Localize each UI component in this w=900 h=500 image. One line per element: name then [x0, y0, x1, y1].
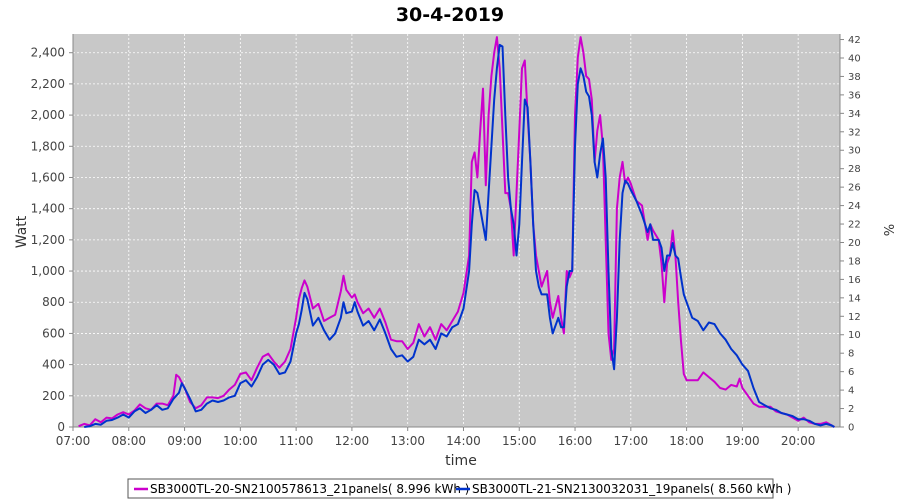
y-tick-label: 2,000: [31, 108, 65, 122]
y2-tick-label: 0: [848, 423, 854, 434]
y2-tick-label: 14: [848, 293, 861, 304]
x-tick-label: 16:00: [558, 434, 593, 448]
y2-tick-label: 40: [848, 53, 861, 64]
y-tick-label: 400: [42, 358, 65, 372]
x-tick-label: 15:00: [502, 434, 537, 448]
legend-label-2: SB3000TL-21-SN2130032031_19panels( 8.560…: [472, 482, 791, 496]
y2-tick-label: 36: [848, 90, 861, 101]
y2-tick-label: 16: [848, 275, 861, 286]
x-tick-label: 17:00: [614, 434, 649, 448]
y-axis-label: Watt: [14, 215, 30, 248]
y2-tick-label: 20: [848, 238, 861, 249]
y2-tick-label: 30: [848, 146, 861, 157]
x-tick-label: 19:00: [725, 434, 760, 448]
y2-tick-label: 10: [848, 330, 861, 341]
legend-label-1: SB3000TL-20-SN2100578613_21panels( 8.996…: [150, 482, 469, 496]
y-tick-label: 1,200: [31, 233, 65, 247]
y-tick-label: 0: [57, 420, 65, 434]
y-tick-label: 2,200: [31, 77, 65, 91]
x-axis-label: time: [445, 453, 477, 469]
y-tick-label: 1,000: [31, 264, 65, 278]
x-tick-label: 10:00: [223, 434, 258, 448]
y2-axis-label: %: [880, 224, 895, 236]
y-tick-label: 800: [42, 295, 65, 309]
y2-tick-label: 42: [848, 35, 861, 46]
x-tick-label: 18:00: [669, 434, 704, 448]
y2-tick-label: 28: [848, 164, 861, 175]
y2-tick-label: 38: [848, 72, 861, 83]
y2-tick-label: 4: [848, 386, 854, 397]
y2-tick-label: 12: [848, 312, 861, 323]
y-tick-label: 200: [42, 389, 65, 403]
axes: 02004006008001,0001,2001,4001,6001,8002,…: [31, 34, 861, 448]
chart-title: 30-4-2019: [396, 4, 504, 26]
legend: SB3000TL-20-SN2100578613_21panels( 8.996…: [127, 478, 791, 499]
x-tick-label: 12:00: [335, 434, 370, 448]
y2-tick-label: 22: [848, 220, 861, 231]
plot-area: [73, 34, 840, 427]
series-line-2: [84, 43, 835, 428]
y-tick-label: 1,400: [31, 202, 65, 216]
x-tick-label: 20:00: [781, 434, 816, 448]
x-tick-label: 08:00: [111, 434, 146, 448]
y2-tick-label: 6: [848, 367, 854, 378]
x-tick-label: 14:00: [446, 434, 481, 448]
x-tick-label: 13:00: [390, 434, 425, 448]
series: [78, 36, 835, 428]
legend-box: [127, 478, 774, 499]
y-tick-label: 1,800: [31, 139, 65, 153]
y2-tick-label: 24: [848, 201, 861, 212]
y2-tick-label: 26: [848, 183, 861, 194]
y-tick-label: 1,600: [31, 170, 65, 184]
x-tick-label: 07:00: [56, 434, 91, 448]
x-tick-label: 11:00: [279, 434, 314, 448]
y2-tick-label: 34: [848, 109, 861, 120]
y-tick-label: 600: [42, 326, 65, 340]
y-tick-label: 2,400: [31, 46, 65, 60]
y2-tick-label: 32: [848, 127, 861, 138]
y2-tick-label: 8: [848, 349, 854, 360]
series-line-1: [78, 36, 835, 428]
x-tick-label: 09:00: [167, 434, 202, 448]
y2-tick-label: 18: [848, 256, 861, 267]
y2-tick-label: 2: [848, 404, 854, 415]
